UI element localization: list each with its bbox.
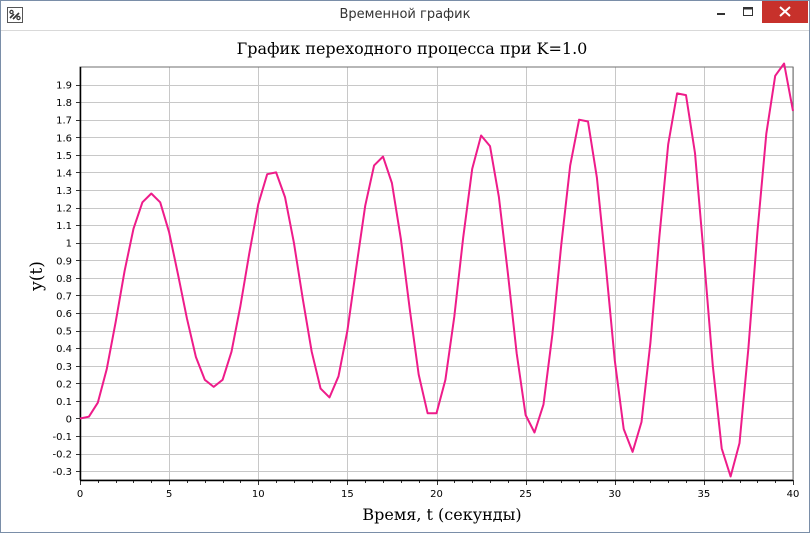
y-tick-label: 1 <box>66 239 72 250</box>
y-tick-label: 1.3 <box>56 186 72 197</box>
y-tick-label: 0.6 <box>56 309 72 320</box>
y-tick-label: 1.6 <box>56 133 72 144</box>
x-tick-label: 15 <box>341 489 354 500</box>
tick-labels: -0.3 -0.2 -0.1 0 0.1 0.2 0.3 0.4 0.5 0.6 0.7 0.8 0.9… <box>52 81 799 500</box>
maximize-icon <box>743 7 753 16</box>
minimize-button[interactable] <box>706 1 736 23</box>
plot-area: График переходного процесса при K=1.0 -0… <box>2 31 809 532</box>
y-tick-label: 1.8 <box>56 98 72 109</box>
response-series-line <box>79 62 794 478</box>
close-icon <box>779 6 791 17</box>
x-tick-label: 35 <box>698 489 711 500</box>
transient-response-chart: График переходного процесса при K=1.0 -0… <box>27 39 799 524</box>
x-tick-label: 10 <box>252 489 265 500</box>
title-bar[interactable]: Временной график <box>1 1 809 31</box>
y-tick-label: 0.4 <box>56 344 72 355</box>
y-tick-label: 1.7 <box>56 116 72 127</box>
maximize-button[interactable] <box>734 1 762 23</box>
x-tick-label: 30 <box>608 489 621 500</box>
x-tick-label: 20 <box>430 489 443 500</box>
axes <box>76 67 794 485</box>
y-tick-label: 0.5 <box>56 327 72 338</box>
close-button[interactable] <box>762 1 808 23</box>
x-tick-label: 5 <box>166 489 172 500</box>
y-tick-label: 0.9 <box>56 256 72 267</box>
y-tick-label: 1.4 <box>56 168 72 179</box>
y-tick-label: 1.5 <box>56 151 72 162</box>
y-tick-label: 0 <box>66 414 72 425</box>
x-axis-label: Время, t (секунды) <box>362 505 521 524</box>
grid <box>80 67 794 480</box>
y-tick-label: 0.1 <box>56 397 72 408</box>
link-icon <box>7 7 23 23</box>
y-tick-label: 1.1 <box>56 221 72 232</box>
y-tick-label: -0.3 <box>52 467 72 478</box>
y-tick-label: -0.2 <box>52 450 72 461</box>
x-tick-label: 0 <box>77 489 83 500</box>
y-axis-label: y(t) <box>27 261 47 292</box>
series-layer <box>79 62 794 478</box>
y-tick-label: 0.8 <box>56 274 72 285</box>
window-title: Временной график <box>339 7 471 22</box>
x-tick-label: 25 <box>519 489 532 500</box>
y-tick-label: 0.7 <box>56 291 72 302</box>
y-tick-label: 1.2 <box>56 204 72 215</box>
chart-title: График переходного процесса при K=1.0 <box>237 39 588 58</box>
y-tick-label: 0.3 <box>56 362 72 373</box>
x-tick-label: 40 <box>787 489 800 500</box>
y-tick-label: 1.9 <box>56 81 72 92</box>
y-tick-label: -0.1 <box>52 432 72 443</box>
y-tick-label: 0.2 <box>56 379 72 390</box>
minimize-icon <box>717 13 725 15</box>
